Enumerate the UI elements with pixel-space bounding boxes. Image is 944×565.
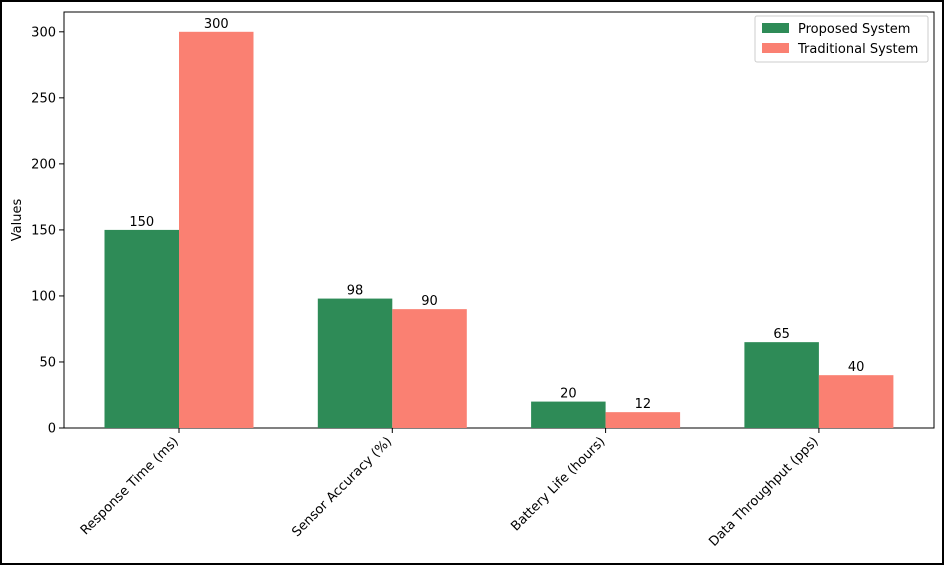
data-label-traditional-1: 90 xyxy=(421,294,438,309)
y-tick-label: 250 xyxy=(31,91,56,106)
bar-traditional-1 xyxy=(392,309,467,428)
y-axis: 0 50 100 150 200 250 300 xyxy=(31,25,64,437)
bar-proposed-0 xyxy=(104,229,179,428)
legend-swatch-traditional xyxy=(762,43,789,53)
bar-traditional-3 xyxy=(818,375,894,428)
legend-swatch-proposed xyxy=(762,23,789,33)
x-tick-label: Data Throughput (pps) xyxy=(706,434,821,549)
x-axis: Response Time (ms) Sensor Accuracy (%) Bat… xyxy=(78,428,822,550)
x-tick-label: Response Time (ms) xyxy=(78,434,182,538)
data-labels-group: 150 300 98 90 20 12 65 40 xyxy=(129,17,864,412)
data-label-traditional-2: 12 xyxy=(635,397,652,412)
y-tick-label: 200 xyxy=(31,157,56,172)
y-tick-label: 0 xyxy=(48,422,56,437)
bar-traditional-2 xyxy=(605,412,681,428)
data-label-traditional-0: 300 xyxy=(204,17,229,32)
bar-proposed-2 xyxy=(531,401,606,428)
data-label-proposed-1: 98 xyxy=(347,284,364,299)
bar-proposed-1 xyxy=(317,298,393,428)
y-tick-label: 50 xyxy=(39,355,56,370)
x-tick-label: Battery Life (hours) xyxy=(508,434,608,534)
y-tick-label: 100 xyxy=(31,289,56,304)
data-label-traditional-3: 40 xyxy=(848,360,865,375)
data-label-proposed-0: 150 xyxy=(129,215,154,230)
y-tick-label: 150 xyxy=(31,223,56,238)
legend-label-proposed: Proposed System xyxy=(798,22,910,37)
legend-box xyxy=(754,15,929,63)
bars-group xyxy=(104,31,894,429)
data-label-proposed-2: 20 xyxy=(560,387,577,402)
legend-label-traditional: Traditional System xyxy=(797,42,918,57)
y-tick-label: 300 xyxy=(31,25,56,40)
data-label-proposed-3: 65 xyxy=(773,327,790,342)
y-axis-title: Values xyxy=(10,199,25,242)
bar-traditional-0 xyxy=(179,31,254,429)
x-tick-label: Sensor Accuracy (%) xyxy=(289,434,395,540)
legend: Proposed System Traditional System xyxy=(754,15,929,63)
bar-proposed-3 xyxy=(744,342,819,428)
